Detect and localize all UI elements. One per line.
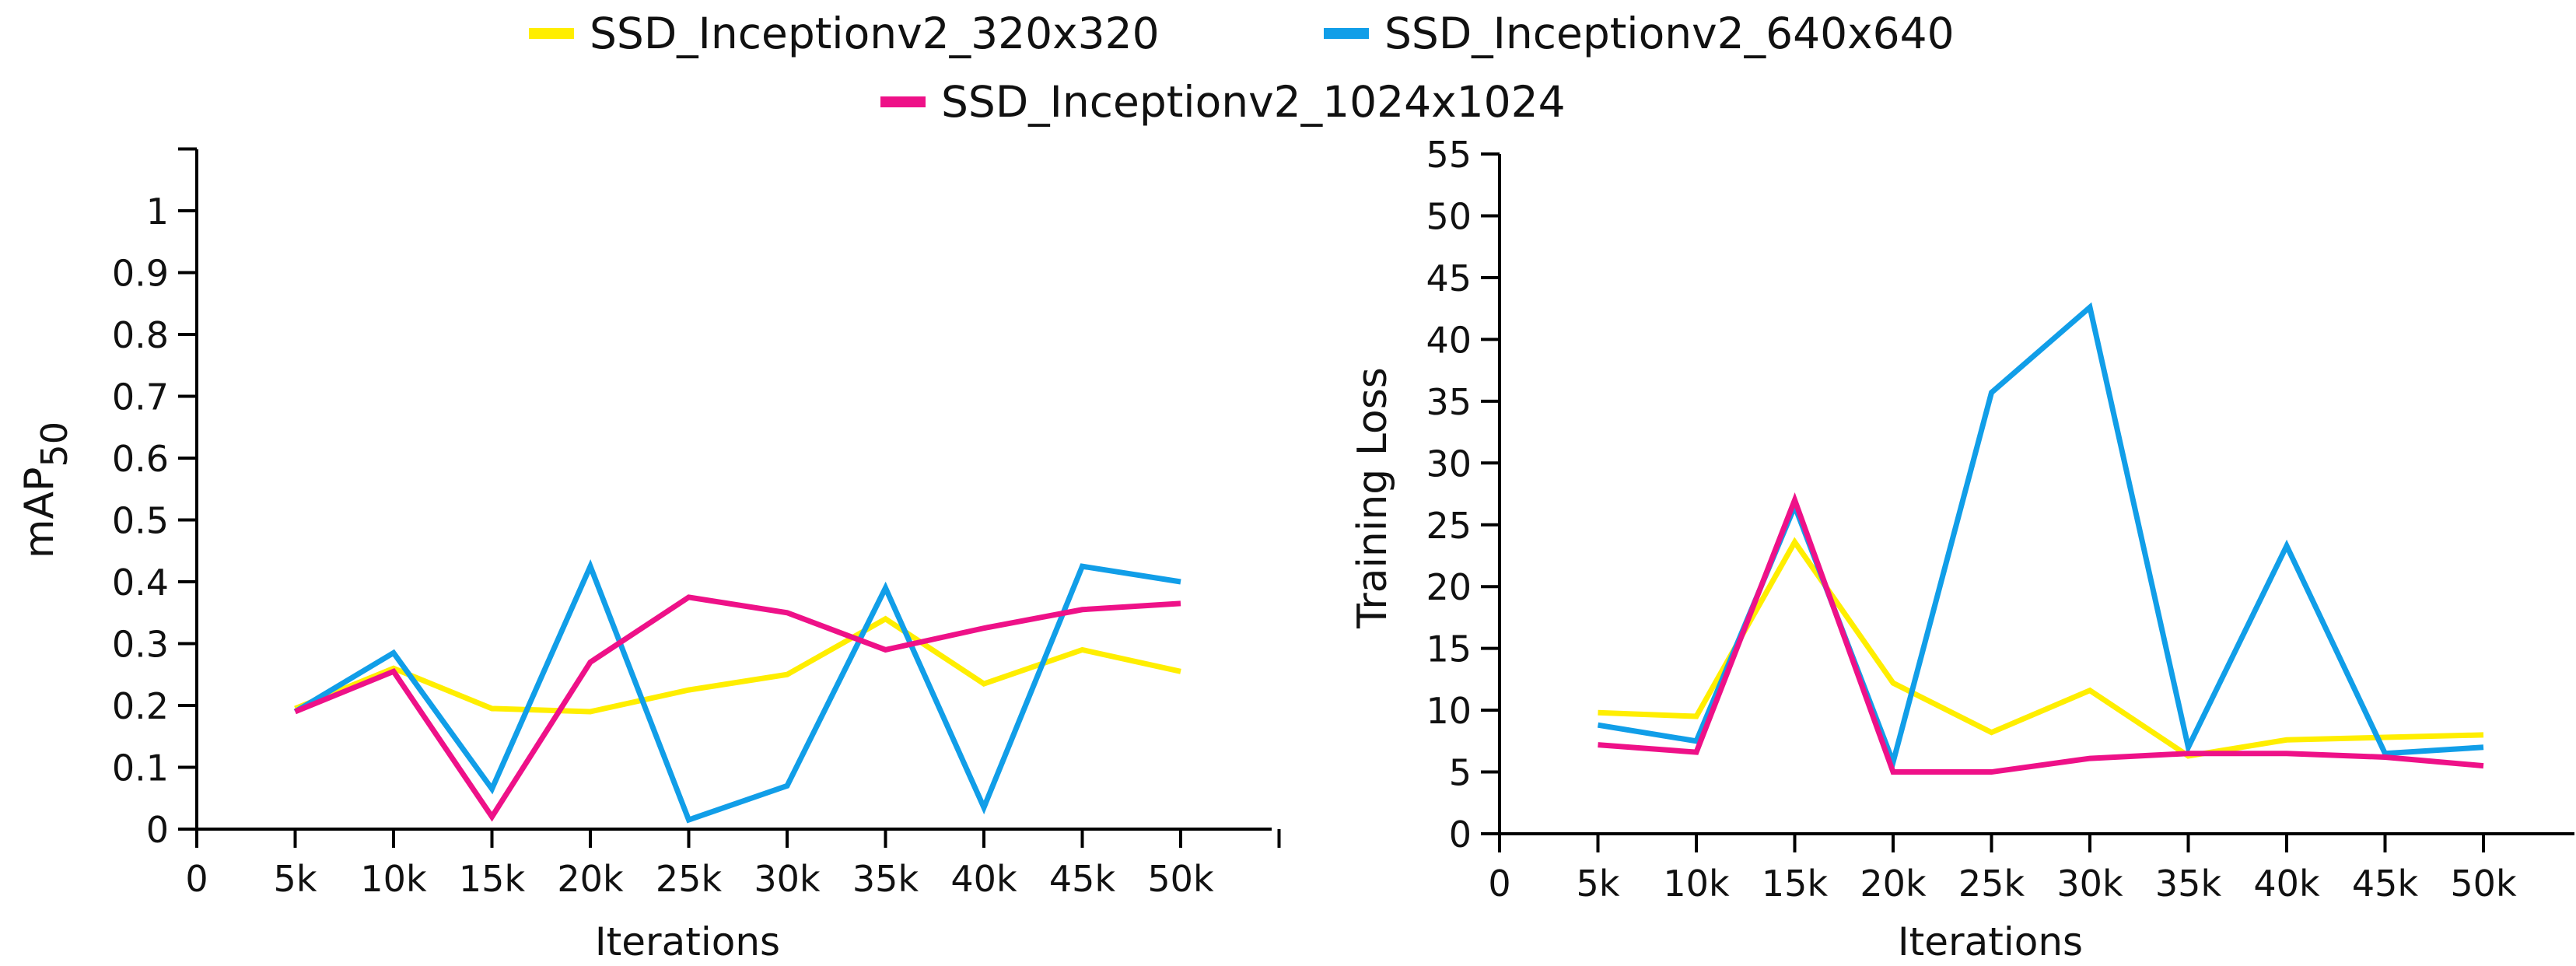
legend-item-640: SSD_Inceptionv2_640x640 <box>1324 6 1955 61</box>
loss-y-tick-label: 0 <box>1449 814 1472 856</box>
chart-legend: SSD_Inceptionv2_320x320 SSD_Inceptionv2_… <box>0 0 2576 132</box>
loss-y-tick-label: 35 <box>1426 381 1472 423</box>
map-y-tick-label: 0.9 <box>112 253 169 295</box>
map-y-tick-label: 0.2 <box>112 685 169 727</box>
loss-x-tick-label: 35k <box>2155 863 2222 905</box>
map-x-tick-label: 0 <box>185 858 208 900</box>
legend-label-1024: SSD_Inceptionv2_1024x1024 <box>941 77 1566 127</box>
map-y-tick-label: 0.4 <box>112 562 169 604</box>
map-x-tick-label: 45k <box>1049 858 1116 900</box>
map-x-tick-label: 15k <box>459 858 526 900</box>
loss-x-tick-label: 25k <box>1958 863 2025 905</box>
loss-x-tick-label: 0 <box>1488 863 1510 905</box>
loss-y-axis-label: Training Loss <box>1349 367 1396 629</box>
loss-y-tick-label: 5 <box>1449 752 1472 794</box>
loss-series-line-0 <box>1598 537 2484 759</box>
loss-y-tick-label: 30 <box>1426 443 1472 485</box>
loss-series-line-1 <box>1597 302 2484 772</box>
map-x-tick-label: 25k <box>656 858 723 900</box>
map-y-tick-label: 0.1 <box>112 747 169 789</box>
map-y-tick-label: 1 <box>146 191 169 233</box>
map-y-tick-label: 0 <box>146 809 169 851</box>
map-y-tick-label: 0.3 <box>112 624 169 666</box>
map-y-tick-label: 0.8 <box>112 314 169 356</box>
map-x-tick-label: 30k <box>754 858 821 900</box>
map-y-tick-label: 0.5 <box>112 500 169 542</box>
loss-x-tick-label: 30k <box>2056 863 2123 905</box>
map-x-tick-label: 35k <box>852 858 919 900</box>
legend-swatch-1024 <box>880 96 926 107</box>
loss-x-tick-label: 50k <box>2450 863 2517 905</box>
map-y-tick-label: 0.6 <box>112 438 169 480</box>
map-x-tick-label: 20k <box>557 858 624 900</box>
loss-y-tick-label: 55 <box>1426 134 1472 176</box>
legend-swatch-320 <box>529 28 574 39</box>
map-y-tick-label: 0.7 <box>112 376 169 418</box>
loss-series-line-2 <box>1598 492 2484 775</box>
loss-y-tick-label: 15 <box>1426 628 1472 670</box>
legend-swatch-640 <box>1324 28 1369 39</box>
map-y-axis-label: mAP50 <box>16 422 75 558</box>
loss-y-tick-label: 45 <box>1426 257 1472 299</box>
legend-label-640: SSD_Inceptionv2_640x640 <box>1384 9 1955 58</box>
loss-y-tick-label: 20 <box>1426 566 1472 608</box>
map-x-tick-label: 40k <box>950 858 1017 900</box>
loss-x-axis-label: Iterations <box>1898 919 2083 964</box>
loss-y-tick-label: 40 <box>1426 319 1472 361</box>
loss-x-tick-label: 40k <box>2253 863 2320 905</box>
legend-label-320: SSD_Inceptionv2_320x320 <box>590 9 1160 58</box>
map-x-axis-label: Iterations <box>595 919 780 964</box>
loss-x-tick-label: 10k <box>1663 863 1730 905</box>
map-x-tick-label: 50k <box>1147 858 1214 900</box>
loss-y-tick-label: 10 <box>1426 690 1472 732</box>
map-x-tick-label: 10k <box>360 858 427 900</box>
map-series-line-1 <box>293 558 1181 824</box>
legend-item-320: SSD_Inceptionv2_320x320 <box>529 6 1160 61</box>
loss-x-tick-label: 45k <box>2352 863 2419 905</box>
map-x-tick-label: 5k <box>274 858 317 900</box>
map-series-line-0 <box>294 615 1181 715</box>
loss-y-tick-label: 50 <box>1426 196 1472 238</box>
loss-y-tick-label: 25 <box>1426 505 1472 547</box>
map-series-line-2 <box>294 594 1181 822</box>
legend-item-1024: SSD_Inceptionv2_1024x1024 <box>880 75 1566 129</box>
loss-x-tick-label: 20k <box>1860 863 1927 905</box>
loss-x-tick-label: 5k <box>1577 863 1620 905</box>
loss-x-tick-label: 15k <box>1762 863 1829 905</box>
